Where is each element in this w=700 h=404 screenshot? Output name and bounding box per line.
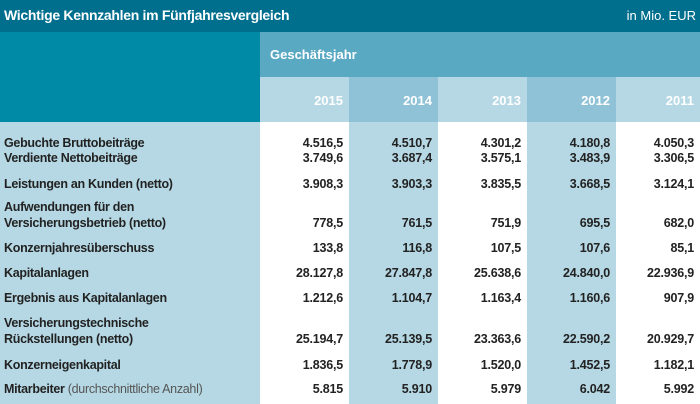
row-label: Leistungen an Kunden (netto) (4, 177, 173, 193)
table-cell: 1.104,7 (391, 291, 433, 305)
table-cell: 1.452,5 (569, 358, 611, 372)
row-label: Ergebnis aus Kapitalanlagen (4, 291, 167, 307)
table-cell: 6.042 (579, 382, 610, 396)
table-cell: 4.180,8 (569, 136, 611, 150)
row-label: Versicherungstechnische Rückstellungen (n… (4, 316, 149, 347)
title-bar (0, 0, 700, 32)
row-label-text: Kapitalanlagen (4, 266, 89, 280)
table-cell: 682,0 (663, 215, 694, 230)
table-cell: 4.050,3 (653, 136, 695, 150)
year-header: 2015 (260, 77, 349, 122)
column-bg-2011 (616, 77, 700, 404)
year-header: 2012 (527, 77, 616, 122)
table-cell: 4.516,5 (302, 136, 344, 150)
row-label: Mitarbeiter (durchschnittliche Anzahl) (4, 382, 203, 398)
table-cell: 3.124,1 (653, 177, 695, 191)
table-cell: 3.483,9 (569, 151, 611, 165)
row-label-text: Mitarbeiter (4, 382, 65, 396)
table-cell: 22.590,2 (562, 331, 610, 346)
header-group (260, 32, 700, 77)
column-bg-2012 (527, 77, 616, 404)
header-corner (0, 32, 260, 122)
table-cell: 25.139,5 (384, 331, 432, 346)
table-cell: 1.163,4 (480, 291, 522, 305)
row-label-text: Aufwendungen für den (4, 200, 135, 214)
table-cell: 3.908,3 (302, 177, 344, 191)
table-cell: 23.363,6 (473, 331, 521, 346)
column-bg-2014 (349, 77, 438, 404)
table-cell: 107,5 (490, 241, 521, 255)
table-cell: 25.194,7 (295, 331, 343, 346)
table-cell: 4.510,7 (391, 136, 433, 150)
table-cell: 28.127,8 (295, 266, 343, 280)
table-cell: 5.979 (490, 382, 521, 396)
table-cell: 3.903,3 (391, 177, 433, 191)
row-label: Gebuchte Bruttobeiträge (4, 136, 145, 152)
row-label: Konzerneigenkapital (4, 358, 121, 374)
table-cell: 22.936,9 (646, 266, 694, 280)
row-label-text: Gebuchte Bruttobeiträge (4, 136, 145, 150)
table-cell: 3.749,6 (302, 151, 344, 165)
table-cell: 907,9 (663, 291, 694, 305)
row-label-text: Versicherungsbetrieb (netto) (4, 215, 166, 230)
year-header: 2013 (438, 77, 527, 122)
year-header: 2014 (349, 77, 438, 122)
table-cell: 20.929,7 (646, 331, 694, 346)
table-cell: 27.847,8 (384, 266, 432, 280)
table-cell: 133,8 (312, 241, 343, 255)
column-bg-2015 (260, 77, 349, 404)
table-title: Wichtige Kennzahlen im Fünfjahresverglei… (4, 7, 290, 23)
table-cell: 4.301,2 (480, 136, 522, 150)
row-label: Verdiente Nettobeiträge (4, 151, 138, 167)
group-label: Geschäftsjahr (270, 47, 357, 62)
table-cell: 107,6 (579, 241, 610, 255)
row-label: Konzernjahresüberschuss (4, 241, 154, 257)
table-cell: 1.778,9 (391, 358, 433, 372)
row-label: Aufwendungen für den Versicherungsbetrieb… (4, 200, 166, 231)
table-cell: 695,5 (579, 215, 610, 230)
table-cell: 85,1 (670, 241, 694, 255)
table-cell: 5.815 (312, 382, 343, 396)
unit-label: in Mio. EUR (626, 8, 696, 23)
row-label-text: Leistungen an Kunden (netto) (4, 177, 173, 191)
row-label-text: Versicherungstechnische (4, 316, 149, 330)
table-cell: 3.575,1 (480, 151, 522, 165)
column-bg-2013 (438, 77, 527, 404)
table-cell: 1.160,6 (569, 291, 611, 305)
row-label-text: Konzerneigenkapital (4, 358, 121, 372)
row-label: Kapitalanlagen (4, 266, 89, 282)
year-header: 2011 (616, 77, 700, 122)
table-cell: 3.687,4 (391, 151, 433, 165)
table-cell: 1.182,1 (653, 358, 695, 372)
table-cell: 761,5 (401, 215, 432, 230)
row-label-suffix: (durchschnittliche Anzahl) (67, 382, 203, 396)
table-cell: 5.992 (663, 382, 694, 396)
row-label-text: Verdiente Nettobeiträge (4, 151, 138, 165)
table-cell: 751,9 (490, 215, 521, 230)
table-cell: 24.840,0 (562, 266, 610, 280)
table-cell: 25.638,6 (473, 266, 521, 280)
table-cell: 1.212,6 (302, 291, 344, 305)
label-column (0, 122, 260, 404)
row-label-text: Rückstellungen (netto) (4, 331, 133, 346)
table-cell: 1.520,0 (480, 358, 522, 372)
table-cell: 3.306,5 (653, 151, 695, 165)
table-cell: 1.836,5 (302, 358, 344, 372)
table-cell: 778,5 (312, 215, 343, 230)
table-cell: 5.910 (401, 382, 432, 396)
table-cell: 3.835,5 (480, 177, 522, 191)
row-label-text: Ergebnis aus Kapitalanlagen (4, 291, 167, 305)
row-label-text: Konzernjahresüberschuss (4, 241, 155, 255)
table-cell: 3.668,5 (569, 177, 611, 191)
table-cell: 116,8 (402, 241, 432, 255)
